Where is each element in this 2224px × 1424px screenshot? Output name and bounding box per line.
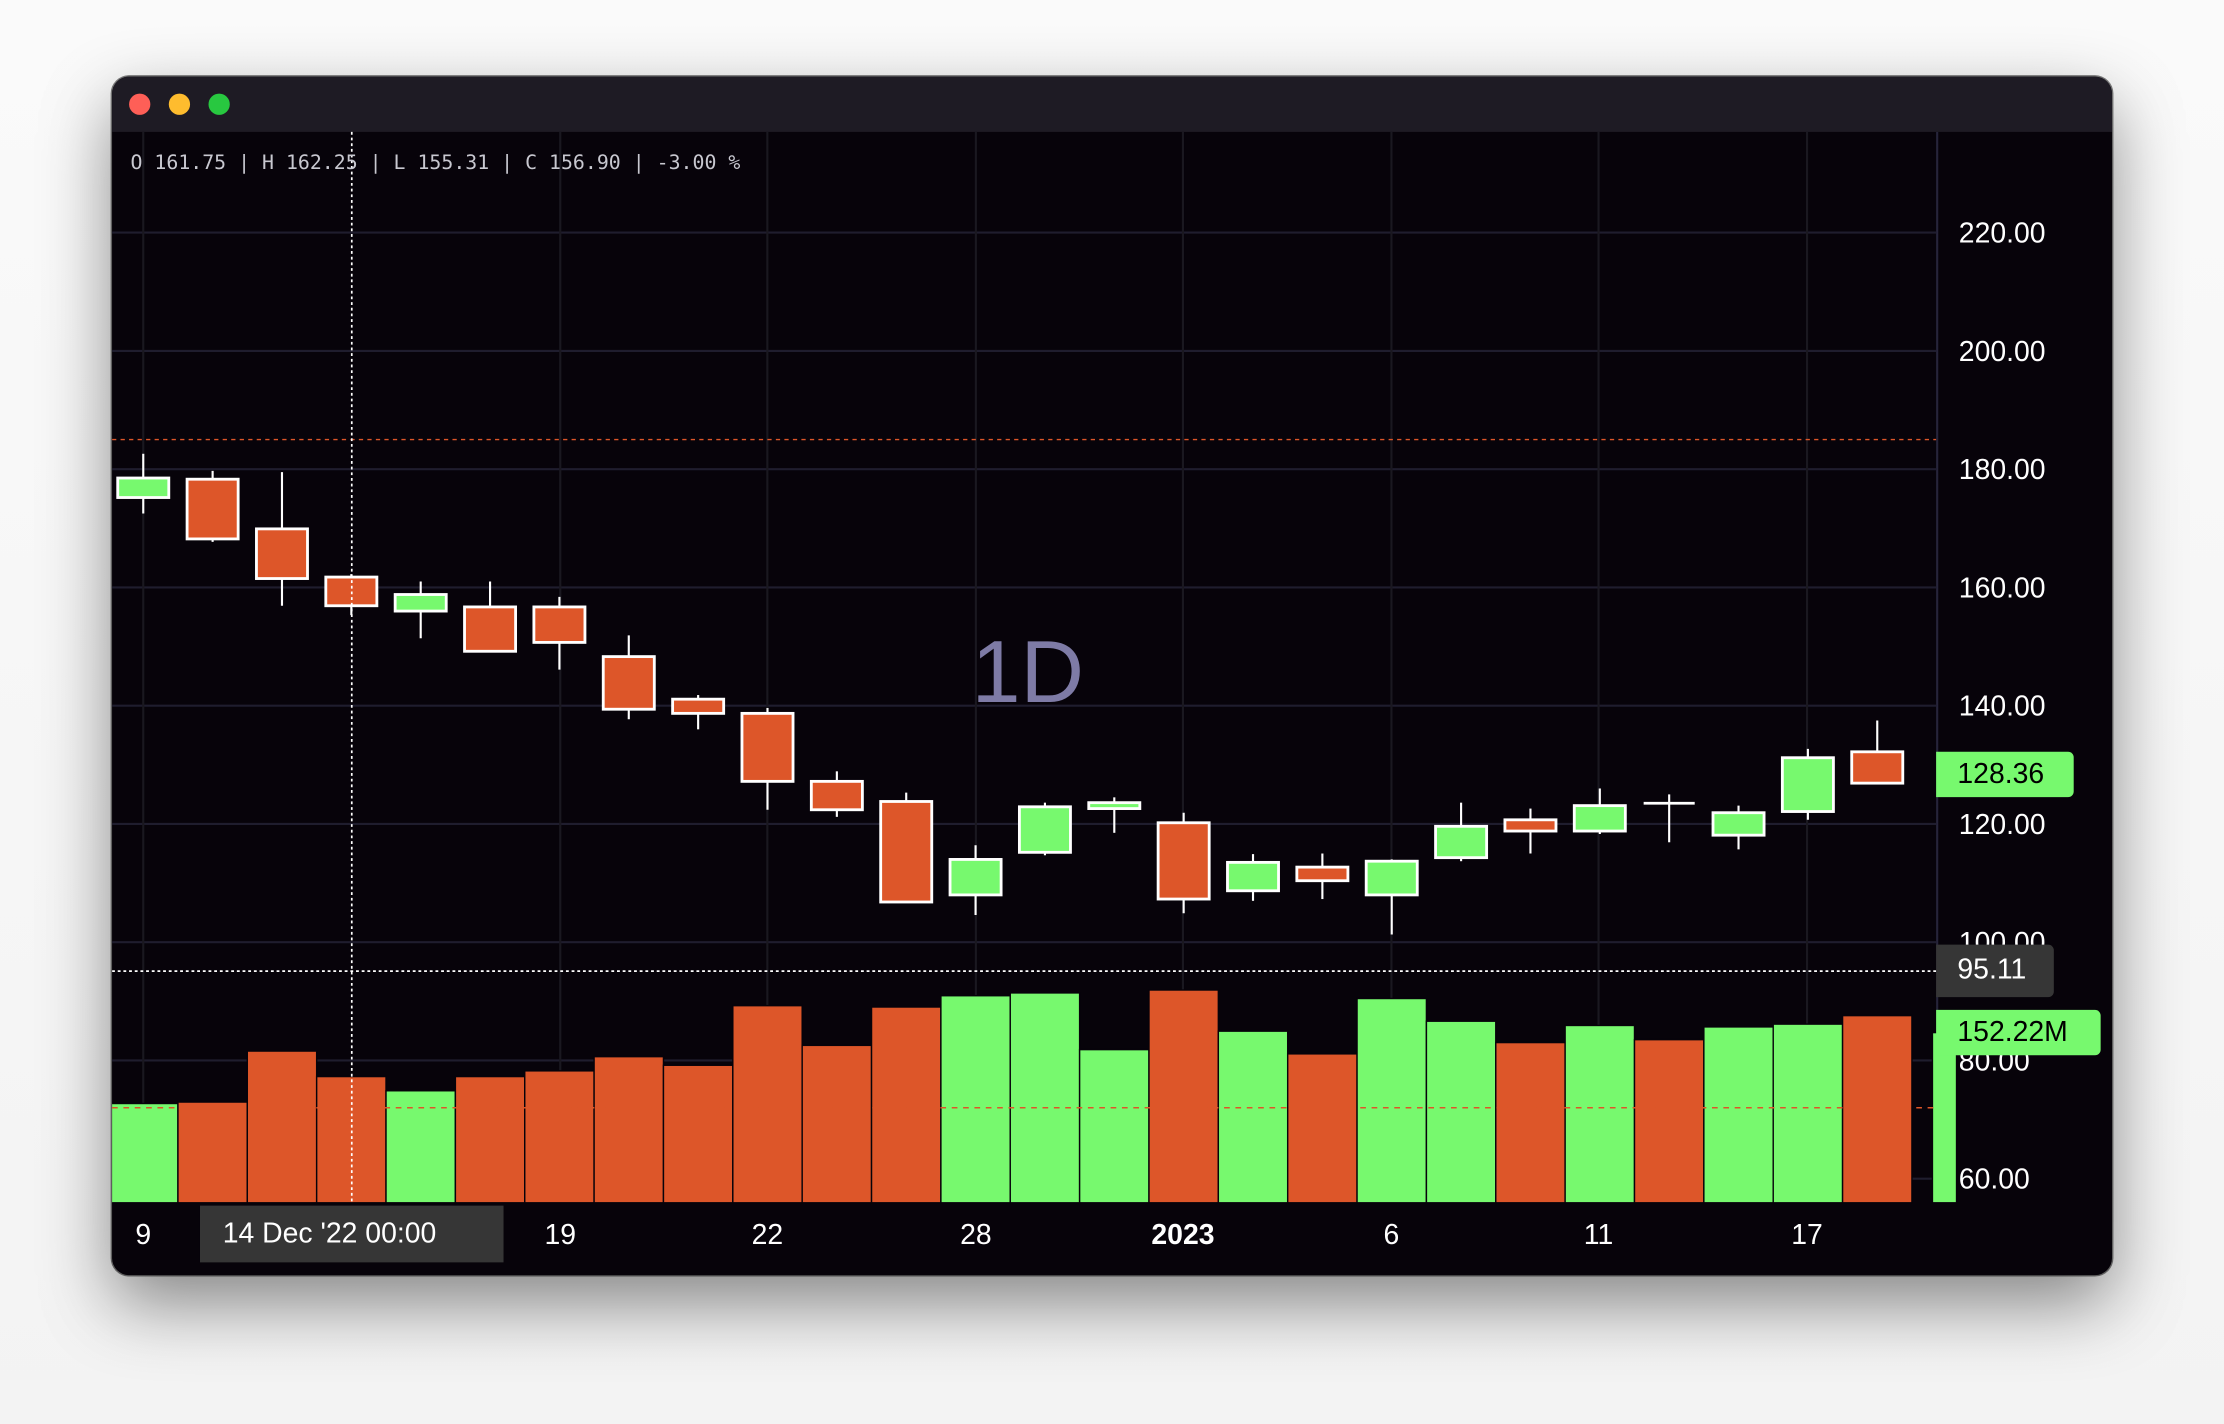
last-volume-label: 152.22M bbox=[1936, 1009, 2101, 1056]
price-tick-label: 200.00 bbox=[1959, 336, 2046, 368]
price-tick-label: 60.00 bbox=[1959, 1164, 2030, 1196]
volume-bar bbox=[1078, 1048, 1150, 1204]
volume-bar bbox=[1703, 1026, 1774, 1204]
volume-bar bbox=[1841, 1014, 1913, 1204]
candle-body bbox=[948, 858, 1003, 897]
candle-body bbox=[1711, 811, 1766, 837]
interval-watermark: 1D bbox=[971, 624, 1085, 722]
time-tick-label: 28 bbox=[960, 1219, 992, 1252]
minimize-button[interactable] bbox=[168, 93, 191, 115]
volume-bar bbox=[112, 1102, 179, 1204]
volume-bar bbox=[1772, 1023, 1844, 1204]
legend-change: -3.00 % bbox=[656, 151, 741, 175]
volume-bar bbox=[385, 1090, 457, 1204]
volume-bar bbox=[1009, 992, 1081, 1204]
price-tick-label: 120.00 bbox=[1959, 809, 2046, 841]
ohlc-legend: O 161.75 | H 162.25 | L 155.31 | C 156.9… bbox=[130, 151, 741, 175]
candle-body bbox=[1780, 756, 1835, 813]
time-tick-label: 22 bbox=[751, 1219, 784, 1252]
candle-body bbox=[601, 655, 656, 711]
volume-bar bbox=[1217, 1030, 1289, 1204]
legend-low: 155.31 bbox=[417, 151, 490, 175]
time-tick-label: 9 bbox=[135, 1219, 152, 1252]
volume-bar bbox=[1931, 1031, 1958, 1204]
volume-bar bbox=[1148, 989, 1220, 1204]
candle-body bbox=[1503, 818, 1558, 833]
time-tick-label: 11 bbox=[1583, 1219, 1614, 1252]
volume-bar bbox=[1633, 1038, 1705, 1204]
candle-body bbox=[185, 477, 240, 541]
volume-bar bbox=[454, 1075, 526, 1204]
time-tick-label: 6 bbox=[1383, 1219, 1400, 1252]
candle-body bbox=[463, 605, 518, 653]
legend-open: 161.75 bbox=[154, 151, 227, 175]
volume-bar bbox=[593, 1055, 665, 1204]
volume-bar bbox=[524, 1070, 595, 1204]
candle-body bbox=[1295, 865, 1350, 883]
time-tick-label: 2023 bbox=[1151, 1219, 1215, 1252]
candle-body bbox=[740, 711, 795, 783]
volume-bar bbox=[870, 1006, 942, 1204]
candle-body bbox=[1017, 805, 1072, 854]
price-axis-border bbox=[1936, 131, 1939, 1203]
legend-high: 162.25 bbox=[285, 151, 358, 175]
candle-body bbox=[1226, 860, 1280, 893]
volume-bar bbox=[801, 1044, 873, 1204]
zoom-button[interactable] bbox=[208, 93, 230, 115]
time-tick-label: 19 bbox=[544, 1219, 577, 1252]
volume-bar bbox=[662, 1064, 734, 1204]
legend-close: 156.90 bbox=[549, 151, 621, 175]
close-button[interactable] bbox=[129, 93, 151, 115]
last-price-label: 128.36 bbox=[1936, 751, 2074, 798]
candle-body bbox=[1572, 804, 1627, 833]
time-tick-label: 17 bbox=[1791, 1219, 1823, 1252]
candle-body bbox=[116, 476, 171, 499]
volume-bar bbox=[1425, 1020, 1497, 1204]
candle-body bbox=[671, 697, 726, 715]
candle-body bbox=[1364, 859, 1419, 897]
chart-window: 220.00 200.00 180.00 160.00 140.00 120.00 100.… bbox=[112, 76, 2112, 1276]
title-bar bbox=[112, 76, 2112, 132]
volume-bar bbox=[1356, 997, 1428, 1204]
candle-body bbox=[393, 593, 448, 613]
candle-body bbox=[255, 527, 309, 580]
volume-bar bbox=[1495, 1041, 1566, 1204]
candle-body bbox=[1087, 801, 1142, 810]
price-tick-label: 160.00 bbox=[1959, 572, 2046, 604]
candle-body bbox=[1434, 824, 1489, 860]
crosshair-price-label: 95.11 bbox=[1936, 944, 2054, 998]
candle-body bbox=[1156, 821, 1211, 901]
volume-bar bbox=[1286, 1053, 1358, 1204]
price-tick-label: 140.00 bbox=[1959, 691, 2046, 723]
volume-bar bbox=[940, 995, 1011, 1204]
candle-body bbox=[1850, 750, 1905, 785]
volume-bar bbox=[1564, 1024, 1636, 1204]
candle-body bbox=[809, 779, 864, 812]
price-tick-label: 180.00 bbox=[1959, 454, 2046, 486]
candle-body bbox=[532, 605, 587, 644]
crosshair-time-label: 14 Dec '22 00:00 bbox=[199, 1205, 504, 1263]
candle-body bbox=[879, 800, 934, 904]
volume-bar bbox=[246, 1050, 318, 1204]
volume-bar bbox=[177, 1101, 249, 1204]
price-tick-label: 220.00 bbox=[1959, 218, 2046, 250]
candlestick-chart[interactable]: 220.00200.00180.00160.00140.00120.00100.… bbox=[112, 77, 2112, 1276]
volume-bar bbox=[732, 1004, 803, 1204]
